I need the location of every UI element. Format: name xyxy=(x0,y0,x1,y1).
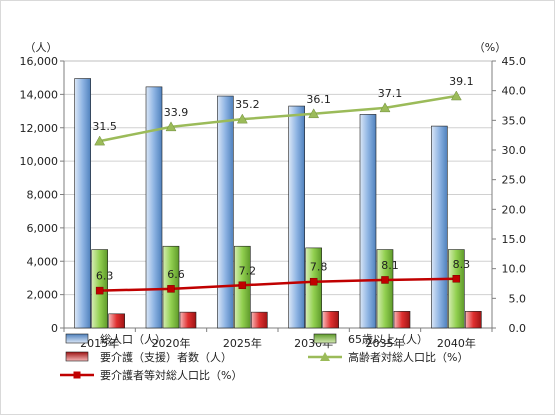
data-label: 8.1 xyxy=(381,259,399,272)
series-line xyxy=(99,277,457,292)
bar-2 xyxy=(305,247,322,329)
x-tick-label: 2020年 xyxy=(152,336,191,350)
right-tick-label: 40.0 xyxy=(502,85,527,98)
square-marker xyxy=(381,276,389,284)
bar-1 xyxy=(431,125,448,329)
right-tick-label: 45.0 xyxy=(502,55,527,68)
left-tick-label: 12,000 xyxy=(20,122,59,135)
bar-2 xyxy=(376,249,394,329)
right-axis-unit: （%） xyxy=(474,41,506,54)
series-line xyxy=(99,94,457,143)
right-tick-label: 35.0 xyxy=(502,114,527,127)
data-label: 37.1 xyxy=(378,87,403,100)
data-label: 6.6 xyxy=(167,268,185,281)
triangle-marker xyxy=(379,102,391,113)
legend-label: 要介護（支援）者数（人） xyxy=(100,350,232,364)
right-tick-label: 15.0 xyxy=(502,233,527,246)
triangle-marker xyxy=(165,121,177,132)
x-tick-label: 2035年 xyxy=(366,336,405,350)
bar-3 xyxy=(465,311,482,329)
x-tick-label: 2040年 xyxy=(437,336,476,350)
left-tick-label: 0 xyxy=(51,322,58,335)
right-tick-label: 25.0 xyxy=(502,174,527,187)
triangle-marker xyxy=(94,135,106,146)
bar-2 xyxy=(448,249,465,329)
bar-1 xyxy=(145,86,163,329)
square-marker xyxy=(167,285,175,293)
data-label: 8.3 xyxy=(453,258,471,271)
legend-label: 高齢者対総人口比（%） xyxy=(348,350,468,364)
square-marker xyxy=(238,281,247,290)
data-label: 6.3 xyxy=(96,270,114,283)
left-tick-label: 14,000 xyxy=(20,88,59,101)
data-label: 39.1 xyxy=(449,75,474,88)
bar-3 xyxy=(179,311,197,329)
bar-3 xyxy=(108,313,125,329)
square-marker xyxy=(95,286,104,295)
legend-triangle-marker xyxy=(320,352,330,361)
bar-3 xyxy=(322,311,339,329)
bar-1 xyxy=(288,105,305,329)
data-label: 36.1 xyxy=(306,93,331,106)
legend-label: 要介護者等対総人口比（%） xyxy=(100,368,242,382)
bar-3 xyxy=(251,311,268,329)
data-label: 31.5 xyxy=(92,120,117,133)
left-tick-label: 10,000 xyxy=(20,155,59,168)
legend-swatch xyxy=(65,333,89,344)
right-tick-label: 10.0 xyxy=(502,263,527,276)
data-label: 35.2 xyxy=(235,98,260,111)
left-tick-label: 8,000 xyxy=(27,189,59,202)
right-tick-label: 20.0 xyxy=(502,203,527,216)
legend-label: 総人口（人） xyxy=(100,332,166,346)
left-tick-label: 2,000 xyxy=(27,289,59,302)
data-label: 7.8 xyxy=(310,261,328,274)
square-marker xyxy=(452,275,461,283)
right-tick-label: 5.0 xyxy=(509,292,527,305)
left-tick-label: 6,000 xyxy=(27,222,59,235)
triangle-marker xyxy=(236,113,248,124)
bar-1 xyxy=(359,114,377,329)
legend-label: 65歳以上（人） xyxy=(348,333,428,346)
square-marker xyxy=(309,277,318,286)
left-tick-label: 4,000 xyxy=(27,255,59,268)
left-axis-unit: （人） xyxy=(25,41,58,54)
left-tick-label: 16,000 xyxy=(20,55,59,68)
legend-square-marker xyxy=(73,371,81,379)
triangle-marker xyxy=(308,108,320,119)
right-tick-label: 30.0 xyxy=(502,144,527,157)
bar-1 xyxy=(74,78,91,329)
legend-swatch xyxy=(313,333,337,344)
x-tick-label: 2015年 xyxy=(80,336,119,350)
right-tick-label: 0.0 xyxy=(509,322,527,335)
legend-swatch xyxy=(65,351,89,362)
bar-3 xyxy=(393,311,411,329)
bar-1 xyxy=(217,95,234,329)
x-tick-label: 2025年 xyxy=(223,336,262,350)
data-label: 33.9 xyxy=(164,106,189,119)
triangle-marker xyxy=(450,90,462,101)
data-label: 7.2 xyxy=(239,264,257,277)
